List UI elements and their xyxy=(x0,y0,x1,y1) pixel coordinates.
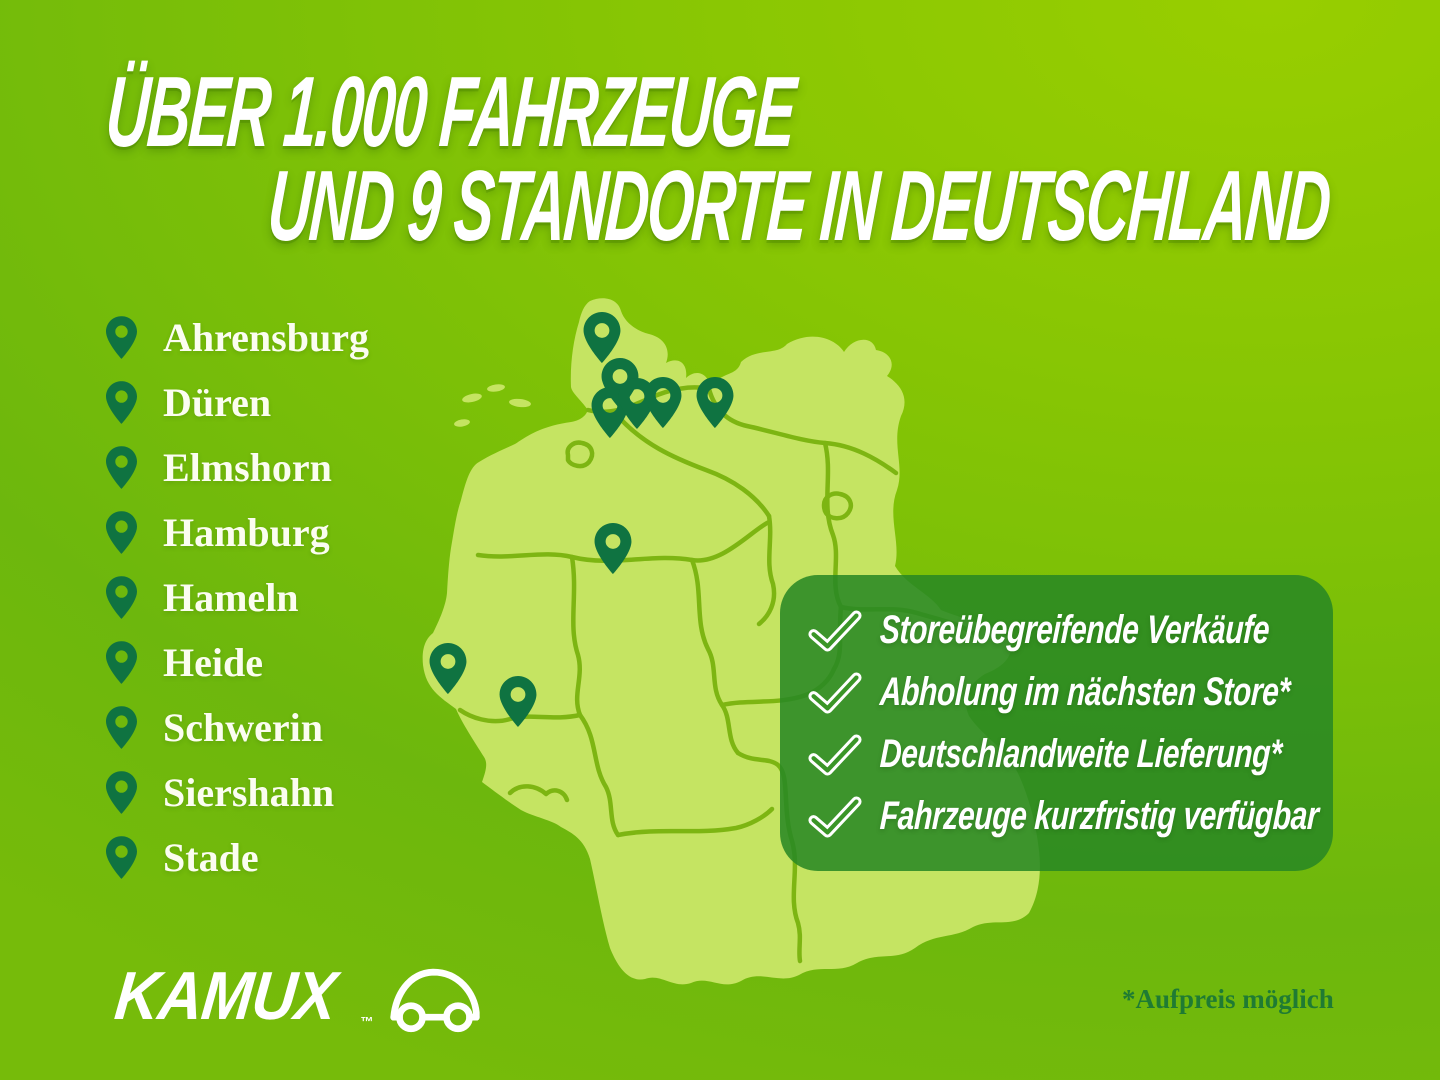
headline-line-1: ÜBER 1.000 FAHRZEUGE xyxy=(102,56,798,168)
island xyxy=(462,393,482,403)
location-item: Siershahn xyxy=(106,760,369,825)
benefit-row: Deutschlandweite Lieferung* xyxy=(808,723,1305,785)
island xyxy=(487,384,505,392)
location-item: Hamburg xyxy=(106,500,369,565)
location-label: Hamburg xyxy=(163,509,330,555)
benefit-label: Storeübegreifende Verkäufe xyxy=(878,608,1271,652)
location-pin-icon xyxy=(106,381,137,424)
location-label: Schwerin xyxy=(163,704,323,750)
location-pin-icon xyxy=(106,641,137,684)
benefit-row: Storeübegreifende Verkäufe xyxy=(808,599,1305,661)
location-label: Ahrensburg xyxy=(163,314,369,360)
benefit-row: Fahrzeuge kurzfristig verfügbar xyxy=(808,785,1320,847)
price-disclaimer: *Aufpreis möglich xyxy=(1122,984,1334,1014)
double-check-icon xyxy=(808,609,862,652)
benefits-card: Storeübegreifende Verkäufe Abholung im n… xyxy=(780,575,1333,871)
location-item: Ahrensburg xyxy=(106,305,369,370)
location-list: Ahrensburg Düren Elmshorn Hamburg Hameln… xyxy=(106,305,369,890)
kamux-wordmark: KAMUX xyxy=(111,958,340,1034)
double-check-icon xyxy=(808,795,862,838)
island xyxy=(509,398,531,408)
benefit-label: Fahrzeuge kurzfristig verfügbar xyxy=(878,794,1320,838)
location-item: Düren xyxy=(106,370,369,435)
location-pin-icon xyxy=(106,446,137,489)
double-check-icon xyxy=(808,733,862,776)
location-pin-icon xyxy=(106,511,137,554)
trademark-symbol: ™ xyxy=(360,1014,374,1029)
location-label: Stade xyxy=(163,834,259,880)
headline-line-2: UND 9 STANDORTE IN DEUTSCHLAND xyxy=(264,150,1333,262)
location-pin-icon xyxy=(106,706,137,749)
car-icon xyxy=(390,968,480,1033)
location-pin-icon xyxy=(106,836,137,879)
location-item: Heide xyxy=(106,630,369,695)
location-label: Heide xyxy=(163,639,263,685)
benefit-label: Deutschlandweite Lieferung* xyxy=(878,732,1283,776)
island xyxy=(454,419,470,427)
benefit-label: Abholung im nächsten Store* xyxy=(878,670,1292,714)
location-label: Hameln xyxy=(163,574,299,620)
location-item: Schwerin xyxy=(106,695,369,760)
kamux-logo: KAMUX ™ xyxy=(111,958,483,1034)
location-label: Siershahn xyxy=(163,769,335,815)
location-pin-icon xyxy=(106,316,137,359)
double-check-icon xyxy=(808,671,862,714)
location-item: Hameln xyxy=(106,565,369,630)
location-item: Elmshorn xyxy=(106,435,369,500)
benefit-row: Abholung im nächsten Store* xyxy=(808,661,1305,723)
location-pin-icon xyxy=(106,771,137,814)
location-label: Düren xyxy=(163,379,272,425)
location-label: Elmshorn xyxy=(163,444,332,490)
location-item: Stade xyxy=(106,825,369,890)
headline: ÜBER 1.000 FAHRZEUGE UND 9 STANDORTE IN … xyxy=(0,0,1440,270)
location-pin-icon xyxy=(106,576,137,619)
